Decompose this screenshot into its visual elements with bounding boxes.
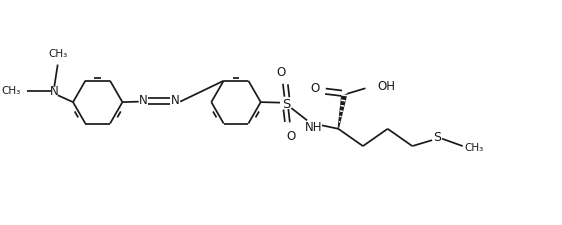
Text: CH₃: CH₃ <box>2 86 21 95</box>
Text: S: S <box>282 97 291 110</box>
Text: CH₃: CH₃ <box>48 48 67 58</box>
Text: CH₃: CH₃ <box>465 142 484 152</box>
Polygon shape <box>338 95 347 129</box>
Text: O: O <box>287 129 296 142</box>
Text: N: N <box>171 93 180 106</box>
Text: N: N <box>139 93 148 106</box>
Text: O: O <box>277 65 286 78</box>
Text: N: N <box>50 85 58 98</box>
Text: S: S <box>433 130 441 143</box>
Text: OH: OH <box>377 79 395 92</box>
Text: O: O <box>310 81 319 94</box>
Text: NH: NH <box>305 120 323 133</box>
